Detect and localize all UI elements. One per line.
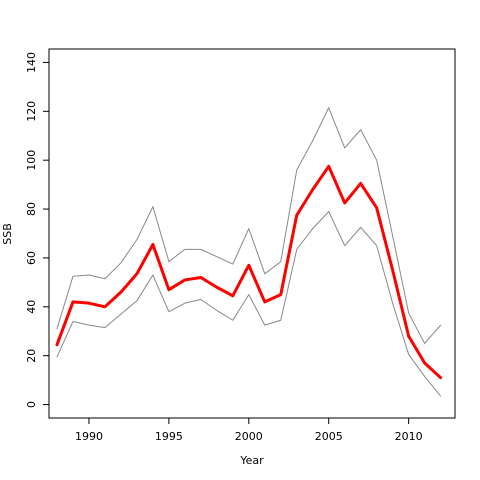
x-tick-label: 2005 — [315, 430, 343, 443]
y-tick-label: 120 — [25, 101, 38, 122]
y-tick-label: 80 — [25, 202, 38, 216]
x-tick-label: 2010 — [395, 430, 423, 443]
x-tick-label: 1995 — [155, 430, 183, 443]
y-tick-label: 20 — [25, 349, 38, 363]
y-axis-title: SSB — [1, 223, 14, 245]
x-axis: 1990 1995 2000 2005 2010 — [75, 418, 423, 443]
y-axis: 0 20 40 60 80 100 120 140 — [25, 52, 49, 408]
y-tick-label: 100 — [25, 150, 38, 171]
y-tick-label: 60 — [25, 251, 38, 265]
series-layer — [55, 107, 443, 397]
series-line-lower-bound — [56, 211, 442, 397]
x-tick-label: 2000 — [235, 430, 263, 443]
x-axis-title: Year — [239, 454, 264, 467]
y-tick-label: 0 — [25, 401, 38, 408]
y-tick-label: 140 — [25, 52, 38, 73]
x-tick-label: 1990 — [75, 430, 103, 443]
y-tick-label: 40 — [25, 300, 38, 314]
series-line-upper-bound — [56, 107, 442, 344]
series-line-estimate — [55, 164, 443, 380]
plot-frame — [48, 48, 456, 419]
